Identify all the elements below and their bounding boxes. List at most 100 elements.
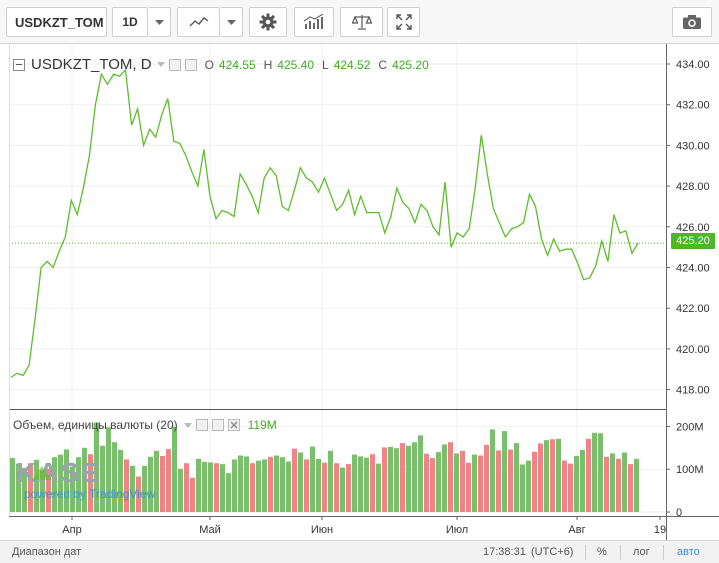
volume-bar	[310, 446, 315, 512]
line-chart-icon	[189, 17, 208, 27]
volume-bar	[256, 460, 261, 512]
timezone-button[interactable]: (UTC+6)	[531, 546, 574, 558]
separator	[663, 545, 664, 560]
volume-bar	[358, 456, 363, 512]
volume-bar	[460, 450, 465, 512]
volume-bar	[520, 464, 525, 512]
volume-bar	[238, 455, 243, 512]
settings-button[interactable]	[249, 7, 287, 37]
low-value: 424.52	[333, 57, 371, 72]
volume-bar	[292, 448, 297, 512]
chart-type-button[interactable]	[177, 7, 220, 37]
fullscreen-button[interactable]	[387, 7, 420, 37]
log-scale-button[interactable]: лог	[633, 546, 650, 558]
volume-bar	[538, 443, 543, 512]
volume-bar	[232, 459, 237, 512]
volume-settings-icon[interactable]	[195, 419, 208, 431]
volume-bar	[142, 465, 147, 512]
volume-bar	[424, 453, 429, 512]
volume-bar	[544, 440, 549, 512]
volume-remove-icon[interactable]	[227, 419, 240, 431]
percent-scale-button[interactable]: %	[597, 546, 607, 558]
volume-bar	[400, 443, 405, 512]
price-axis[interactable]: 434.00 432.00 430.00 428.00 426.00 424.00 422.…	[666, 59, 710, 397]
watermark-powered-by: powered by TradingView	[24, 487, 156, 501]
price-axis-tick-label: 428.00	[676, 181, 710, 193]
open-value: 424.55	[218, 57, 256, 72]
last-price-tag: 425.20	[671, 233, 715, 249]
volume-bar	[376, 463, 381, 512]
separator	[585, 545, 586, 560]
open-label: O	[204, 57, 214, 72]
price-axis-tick-label: 430.00	[676, 140, 710, 152]
volume-bar	[388, 446, 393, 512]
compare-button[interactable]	[340, 7, 383, 37]
fullscreen-icon	[395, 14, 412, 30]
volume-bar	[40, 470, 45, 512]
chart-canvas[interactable]: 434.00 432.00 430.00 428.00 426.00 424.00 422.…	[0, 44, 719, 540]
chevron-down-icon[interactable]	[183, 422, 192, 428]
chevron-down-icon[interactable]	[156, 62, 165, 67]
close-value: 425.20	[392, 57, 429, 72]
volume-bar	[634, 458, 639, 512]
price-axis-tick-label: 432.00	[676, 100, 710, 112]
volume-format-icon[interactable]	[211, 419, 224, 431]
volume-bar	[160, 455, 165, 512]
high-label: H	[263, 57, 273, 72]
time-axis-tick-label: Июн	[311, 524, 333, 536]
volume-bar	[610, 453, 615, 512]
volume-bar	[472, 454, 477, 512]
volume-bar	[118, 449, 123, 512]
volume-bar	[628, 464, 633, 512]
volume-bar	[112, 442, 117, 512]
snapshot-button[interactable]	[672, 7, 712, 37]
collapse-legend-button[interactable]	[13, 58, 25, 71]
volume-bar	[532, 451, 537, 512]
volume-bar	[328, 450, 333, 512]
volume-bar	[226, 473, 231, 512]
symbol-search-input[interactable]: USDKZT_TOM	[6, 7, 107, 37]
volume-bar	[478, 455, 483, 512]
volume-bar	[58, 454, 63, 512]
volume-bar	[208, 462, 213, 512]
chevron-down-icon	[154, 19, 164, 25]
volume-bar	[178, 468, 183, 512]
volume-bar	[616, 458, 621, 512]
volume-bar	[250, 463, 255, 512]
series-format-icon[interactable]	[184, 58, 197, 71]
volume-bar	[88, 454, 93, 512]
volume-axis[interactable]: 200M 100M 0	[666, 421, 704, 519]
volume-bar	[298, 452, 303, 512]
volume-legend: Объем, единицы валюты (20) 119M	[13, 418, 277, 432]
volume-bar	[124, 459, 129, 512]
chart-frame	[9, 44, 719, 540]
watermark-brand: KASE	[16, 458, 102, 488]
volume-bar	[220, 464, 225, 512]
volume-bar	[526, 460, 531, 512]
volume-bar	[184, 463, 189, 512]
volume-bar	[508, 449, 513, 512]
date-range-button[interactable]: Диапазон дат	[12, 546, 82, 558]
volume-bar	[106, 427, 111, 512]
price-axis-tick-label: 422.00	[676, 303, 710, 315]
volume-bar	[286, 461, 291, 512]
series-settings-icon[interactable]	[168, 58, 181, 71]
interval-dropdown-button[interactable]	[148, 7, 171, 37]
volume-bar	[598, 433, 603, 512]
volume-bar	[562, 460, 567, 512]
chart-area[interactable]: 434.00 432.00 430.00 428.00 426.00 424.00 422.…	[0, 44, 719, 540]
volume-bar	[34, 459, 39, 512]
volume-bar	[352, 454, 357, 512]
symbol-label: USDKZT_TOM	[15, 14, 104, 30]
kase-logo-triangle-icon	[32, 466, 52, 480]
volume-bar	[76, 457, 81, 512]
auto-scale-button[interactable]: авто	[677, 546, 700, 558]
time-axis[interactable]: Апр Май Июн Июл Авг 19	[62, 516, 666, 536]
time-axis-tick-label: Май	[199, 524, 221, 536]
volume-bar	[550, 439, 555, 512]
interval-button[interactable]: 1D	[112, 7, 148, 37]
clock: 17:38:31	[483, 546, 526, 558]
volume-bar	[52, 457, 57, 512]
indicators-button[interactable]	[294, 7, 334, 37]
chart-type-dropdown-button[interactable]	[220, 7, 243, 37]
